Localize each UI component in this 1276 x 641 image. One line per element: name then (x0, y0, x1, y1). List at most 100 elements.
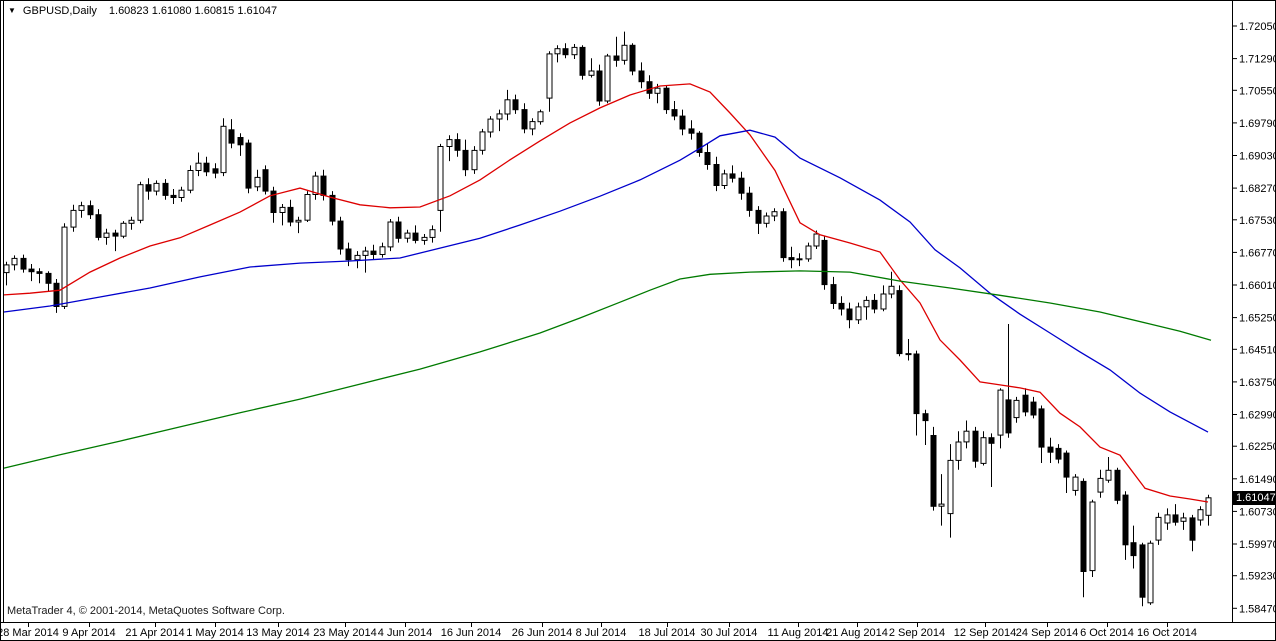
candle-bullish (1197, 509, 1204, 521)
candle-bullish (771, 211, 778, 217)
candle-bearish (905, 353, 912, 356)
candle-bearish (412, 232, 419, 241)
candle-bullish (137, 184, 144, 221)
x-axis-label: 8 Jul 2014 (576, 627, 627, 639)
candle-bearish (287, 206, 294, 223)
y-axis-label: 1.62250 (1239, 441, 1276, 453)
candle-bearish (203, 162, 210, 173)
candle-bearish (688, 128, 695, 134)
y-axis-label: 1.63750 (1239, 377, 1276, 389)
candle-bearish (562, 48, 569, 56)
candle-bearish (579, 46, 586, 76)
y-axis[interactable]: 1.72050 1.71290 1.70550 1.69790 1.69030 1.682… (1233, 21, 1276, 615)
y-axis-label: 1.66010 (1239, 280, 1276, 292)
candle-bullish (78, 205, 85, 211)
candle-bearish (988, 437, 995, 444)
candle-bullish (604, 55, 611, 102)
chevron-down-icon[interactable]: ▼ (8, 6, 16, 15)
candle-bearish (696, 132, 703, 153)
candle-bearish (28, 268, 35, 273)
candle-bullish (1205, 497, 1212, 516)
candle-bullish (529, 121, 536, 130)
candle-bearish (1038, 408, 1045, 448)
candle-bullish (554, 48, 561, 55)
candle-bearish (320, 175, 327, 196)
candle-bearish (1080, 480, 1087, 572)
candle-bearish (345, 248, 352, 261)
candle-bearish (395, 221, 402, 239)
candle-bearish (1114, 469, 1121, 501)
candle-bullish (496, 113, 503, 120)
candle-bullish (805, 245, 812, 260)
x-axis-label: 21 Apr 2014 (125, 627, 184, 639)
candle-bearish (596, 70, 603, 102)
candle-bearish (20, 257, 27, 270)
candle-bullish (3, 264, 10, 274)
candle-bearish (1172, 514, 1179, 523)
y-axis-label: 1.71290 (1239, 54, 1276, 66)
candle-bullish (487, 118, 494, 133)
candle-bullish (178, 189, 185, 198)
candle-bearish (462, 149, 469, 171)
candle-bearish (972, 430, 979, 462)
candle-bullish (295, 219, 302, 223)
candle-bearish (1139, 544, 1146, 598)
candle-bearish (112, 232, 119, 237)
candle-bearish (629, 44, 636, 72)
candle-bullish (220, 125, 227, 174)
x-axis-label: 21 Aug 2014 (826, 627, 888, 639)
current-price-box: 1.61047 (1233, 491, 1276, 505)
candle-bearish (738, 177, 745, 194)
candle-bullish (888, 285, 895, 295)
candle-bearish (237, 137, 244, 146)
candle-bullish (855, 306, 862, 321)
x-axis-label: 28 Mar 2014 (0, 627, 59, 639)
candle-bullish (153, 182, 160, 192)
candle-bullish (362, 250, 369, 256)
candle-bullish (997, 389, 1004, 436)
y-axis-label: 1.59970 (1239, 539, 1276, 551)
symbol-timeframe-label: GBPUSD,Daily (22, 5, 97, 17)
candle-bullish (863, 299, 870, 308)
candle-bullish (70, 209, 77, 228)
candle-bearish (337, 220, 344, 250)
candle-bullish (763, 215, 770, 224)
candle-bearish (613, 55, 620, 61)
ma-line-slow-green (3, 270, 1212, 469)
candle-bearish (370, 250, 377, 256)
candle-bullish (387, 221, 394, 248)
candle-bearish (830, 284, 837, 305)
x-axis-label: 9 Apr 2014 (62, 627, 115, 639)
x-axis-label: 23 May 2014 (313, 627, 377, 639)
candle-bearish (512, 99, 519, 111)
candle-bullish (1072, 476, 1079, 491)
candle-bearish (1130, 542, 1137, 557)
candle-bearish (45, 272, 52, 284)
candle-bearish (1005, 399, 1012, 434)
candle-bearish (663, 87, 670, 111)
x-axis-label: 11 Aug 2014 (768, 627, 829, 639)
candle-bearish (521, 109, 528, 130)
candle-bearish (729, 173, 736, 179)
x-axis[interactable]: 28 Mar 2014 9 Apr 2014 21 Apr 2014 1 May 20… (0, 623, 1197, 639)
candle-bearish (170, 194, 177, 198)
candle-bullish (963, 430, 970, 443)
y-axis-label: 1.64510 (1239, 344, 1276, 356)
candle-bullish (279, 206, 286, 213)
candle-bearish (755, 209, 762, 224)
candle-bullish (588, 70, 595, 76)
candle-bearish (228, 129, 235, 144)
y-axis-label: 1.70550 (1239, 85, 1276, 97)
candle-bullish (1164, 514, 1171, 524)
candle-bearish (913, 353, 920, 415)
x-axis-label: 30 Jul 2014 (701, 627, 758, 639)
candle-bearish (896, 290, 903, 355)
y-axis-label: 1.66770 (1239, 247, 1276, 259)
x-axis-label: 12 Sep 2014 (954, 627, 1016, 639)
candle-bullish (404, 232, 411, 239)
candle-bearish (245, 142, 252, 189)
ma-line-fast-red (3, 83, 1209, 503)
